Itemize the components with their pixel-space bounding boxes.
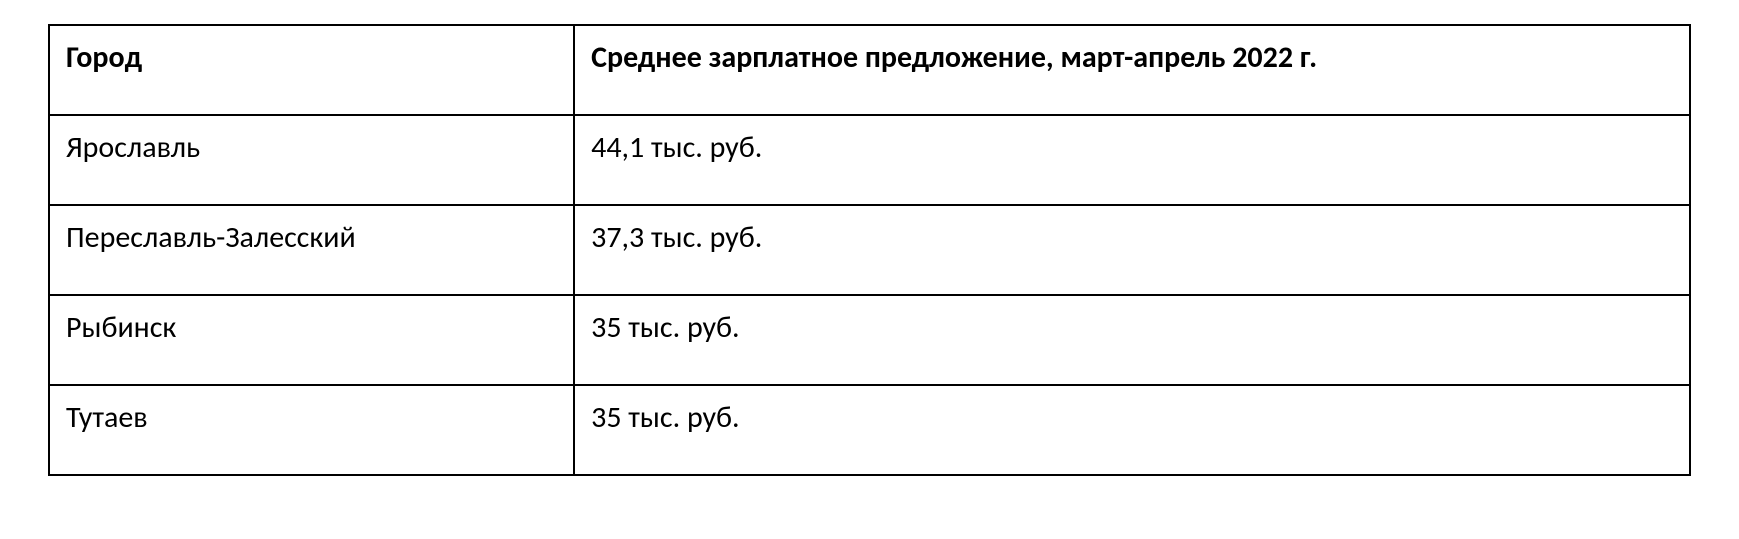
column-header-salary: Среднее зарплатное предложение, март-апр… [574,25,1690,115]
cell-city: Рыбинск [49,295,574,385]
table-row: Рыбинск 35 тыс. руб. [49,295,1690,385]
table-header-row: Город Среднее зарплатное предложение, ма… [49,25,1690,115]
cell-salary: 35 тыс. руб. [574,295,1690,385]
table-row: Ярославль 44,1 тыс. руб. [49,115,1690,205]
column-header-city: Город [49,25,574,115]
cell-salary: 37,3 тыс. руб. [574,205,1690,295]
table-row: Переславль-Залесский 37,3 тыс. руб. [49,205,1690,295]
salary-table: Город Среднее зарплатное предложение, ма… [48,24,1691,476]
cell-salary: 35 тыс. руб. [574,385,1690,475]
cell-salary: 44,1 тыс. руб. [574,115,1690,205]
cell-city: Переславль-Залесский [49,205,574,295]
cell-city: Тутаев [49,385,574,475]
table-row: Тутаев 35 тыс. руб. [49,385,1690,475]
cell-city: Ярославль [49,115,574,205]
